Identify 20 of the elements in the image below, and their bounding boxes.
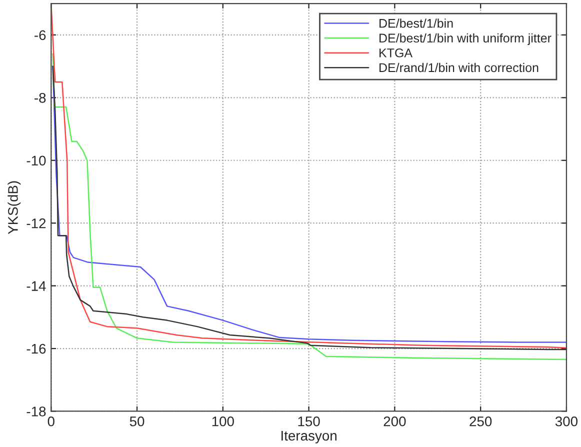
legend-label: DE/rand/1/bin with correction — [380, 62, 538, 72]
legend-label: KTGA — [380, 48, 413, 58]
y-axis-title: YKS(dB) — [8, 181, 21, 234]
x-axis-title: Iterasyon — [282, 430, 336, 444]
x-tick-label: 0 — [48, 416, 54, 426]
x-tick-label: 100 — [212, 416, 234, 426]
y-tick-label: -14 — [26, 281, 46, 291]
legend-label: DE/best/1/bin — [380, 18, 453, 28]
x-tick-label: 200 — [384, 416, 406, 426]
x-tick-label: 250 — [470, 416, 492, 426]
y-tick-label: -18 — [26, 406, 46, 416]
legend-label: DE/best/1/bin with uniform jitter — [380, 33, 552, 46]
y-tick-label: -8 — [34, 92, 46, 103]
x-tick-label: 300 — [555, 416, 578, 426]
x-tick-label: 50 — [130, 416, 144, 426]
y-tick-label: -12 — [26, 218, 46, 228]
y-tick-label: -10 — [26, 156, 46, 166]
y-tick-label: -6 — [34, 30, 46, 40]
x-tick-label: 150 — [298, 416, 320, 426]
y-tick-label: -16 — [26, 344, 46, 354]
